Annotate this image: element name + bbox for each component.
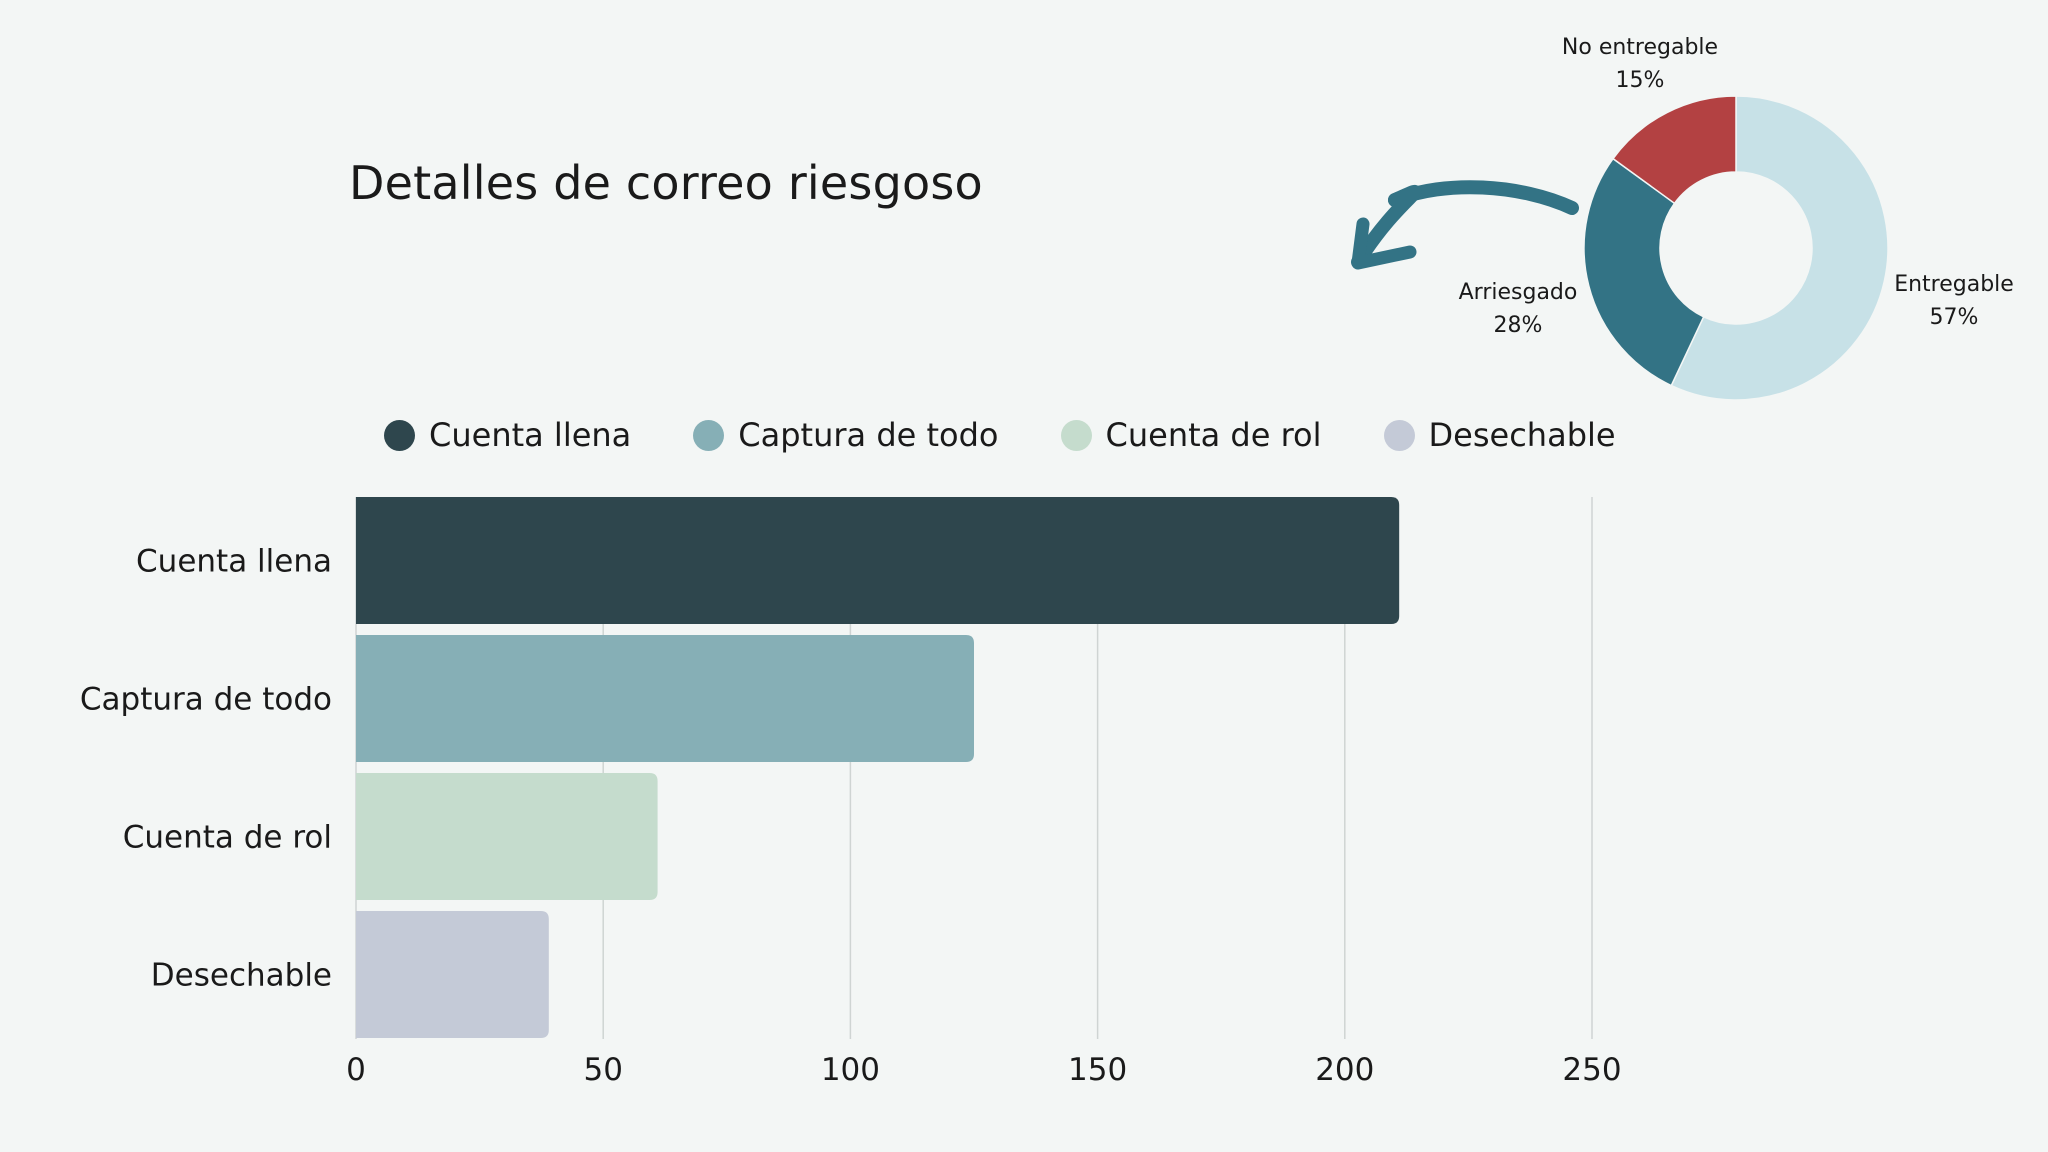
legend-item: Captura de todo bbox=[693, 416, 999, 454]
arrowhead-icon bbox=[1351, 217, 1417, 270]
donut-slice-name: Arriesgado bbox=[1459, 280, 1578, 305]
legend-label: Desechable bbox=[1428, 416, 1616, 454]
y-tick-label: Cuenta llena bbox=[136, 544, 332, 580]
bar bbox=[356, 773, 658, 900]
x-tick-label: 0 bbox=[346, 1052, 366, 1088]
bar-legend: Cuenta llena Captura de todo Cuenta de rol… bbox=[384, 416, 1678, 454]
y-tick-label: Cuenta de rol bbox=[123, 820, 332, 856]
donut-slice-percent: 28% bbox=[1494, 313, 1543, 338]
y-tick-label: Desechable bbox=[151, 958, 332, 994]
legend-item: Cuenta llena bbox=[384, 416, 631, 454]
donut-slice-name: No entregable bbox=[1562, 35, 1718, 60]
bar bbox=[356, 911, 549, 1038]
page-title: Detalles de correo riesgoso bbox=[349, 156, 983, 210]
x-tick-label: 150 bbox=[1068, 1052, 1127, 1088]
donut-slice bbox=[1611, 95, 1737, 205]
donut-slice-name: Entregable bbox=[1894, 272, 2014, 297]
donut-slice bbox=[1583, 157, 1705, 387]
bar bbox=[356, 635, 974, 762]
y-tick-label: Captura de todo bbox=[80, 682, 332, 718]
x-tick-label: 200 bbox=[1315, 1052, 1374, 1088]
donut-slice bbox=[1670, 95, 1889, 401]
legend-swatch bbox=[693, 419, 725, 451]
donut-slice-percent: 15% bbox=[1616, 68, 1665, 93]
legend-label: Cuenta de rol bbox=[1105, 416, 1322, 454]
legend-label: Cuenta llena bbox=[429, 416, 632, 454]
legend-swatch bbox=[384, 419, 415, 451]
legend-label: Captura de todo bbox=[738, 416, 999, 454]
x-tick-label: 50 bbox=[583, 1052, 622, 1088]
legend-item: Desechable bbox=[1383, 416, 1616, 454]
x-tick-label: 100 bbox=[821, 1052, 880, 1088]
donut-slice-percent: 57% bbox=[1930, 305, 1979, 330]
x-tick-label: 250 bbox=[1562, 1052, 1621, 1088]
bar bbox=[356, 497, 1400, 624]
legend-swatch bbox=[1060, 419, 1092, 451]
arrow-body-icon bbox=[1351, 184, 1422, 269]
legend-swatch bbox=[1383, 419, 1415, 451]
legend-item: Cuenta de rol bbox=[1060, 416, 1322, 454]
